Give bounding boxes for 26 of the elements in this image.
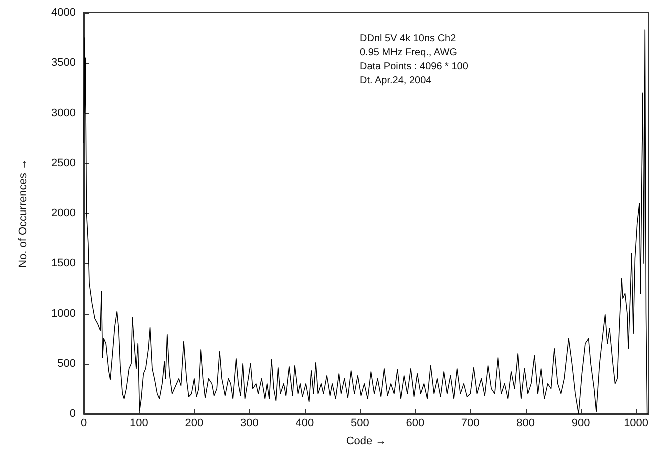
annotation: Data Points : 4096 * 100 xyxy=(360,62,469,72)
y-tick-label: 1500 xyxy=(52,258,76,270)
x-tick-label: 1000 xyxy=(624,418,649,430)
x-tick-label: 0 xyxy=(80,418,88,430)
y-tick-label: 3500 xyxy=(52,57,76,70)
y-tick-label: 3000 xyxy=(52,107,76,120)
x-tick-label: 500 xyxy=(350,418,370,430)
y-tick-label: 2000 xyxy=(52,208,76,220)
x-tick-label: 400 xyxy=(296,418,314,430)
annotation: DDnl 5V 4k 10ns Ch2 xyxy=(360,34,457,44)
y-tick-label: 500 xyxy=(58,358,76,370)
x-tick-label: 800 xyxy=(516,418,536,430)
x-tick-label: 900 xyxy=(572,418,590,430)
annotation: 0.95 MHz Freq., AWG xyxy=(360,48,458,58)
y-axis-title: No. of Occurrences → xyxy=(18,159,30,268)
x-axis-title: Code → xyxy=(346,436,387,448)
x-tick-label: 700 xyxy=(461,418,480,430)
y-tick-label: 1000 xyxy=(52,308,76,320)
x-tick-label: 300 xyxy=(240,418,259,430)
x-tick-label: 600 xyxy=(406,418,425,430)
y-tick-label: 2500 xyxy=(52,157,76,170)
y-tick-label: 4000 xyxy=(52,7,76,19)
y-tick-label: 0 xyxy=(70,408,76,420)
x-tick-label: 200 xyxy=(185,418,204,430)
annotation: Dt. Apr.24, 2004 xyxy=(360,76,432,86)
x-tick-label: 100 xyxy=(130,418,148,430)
